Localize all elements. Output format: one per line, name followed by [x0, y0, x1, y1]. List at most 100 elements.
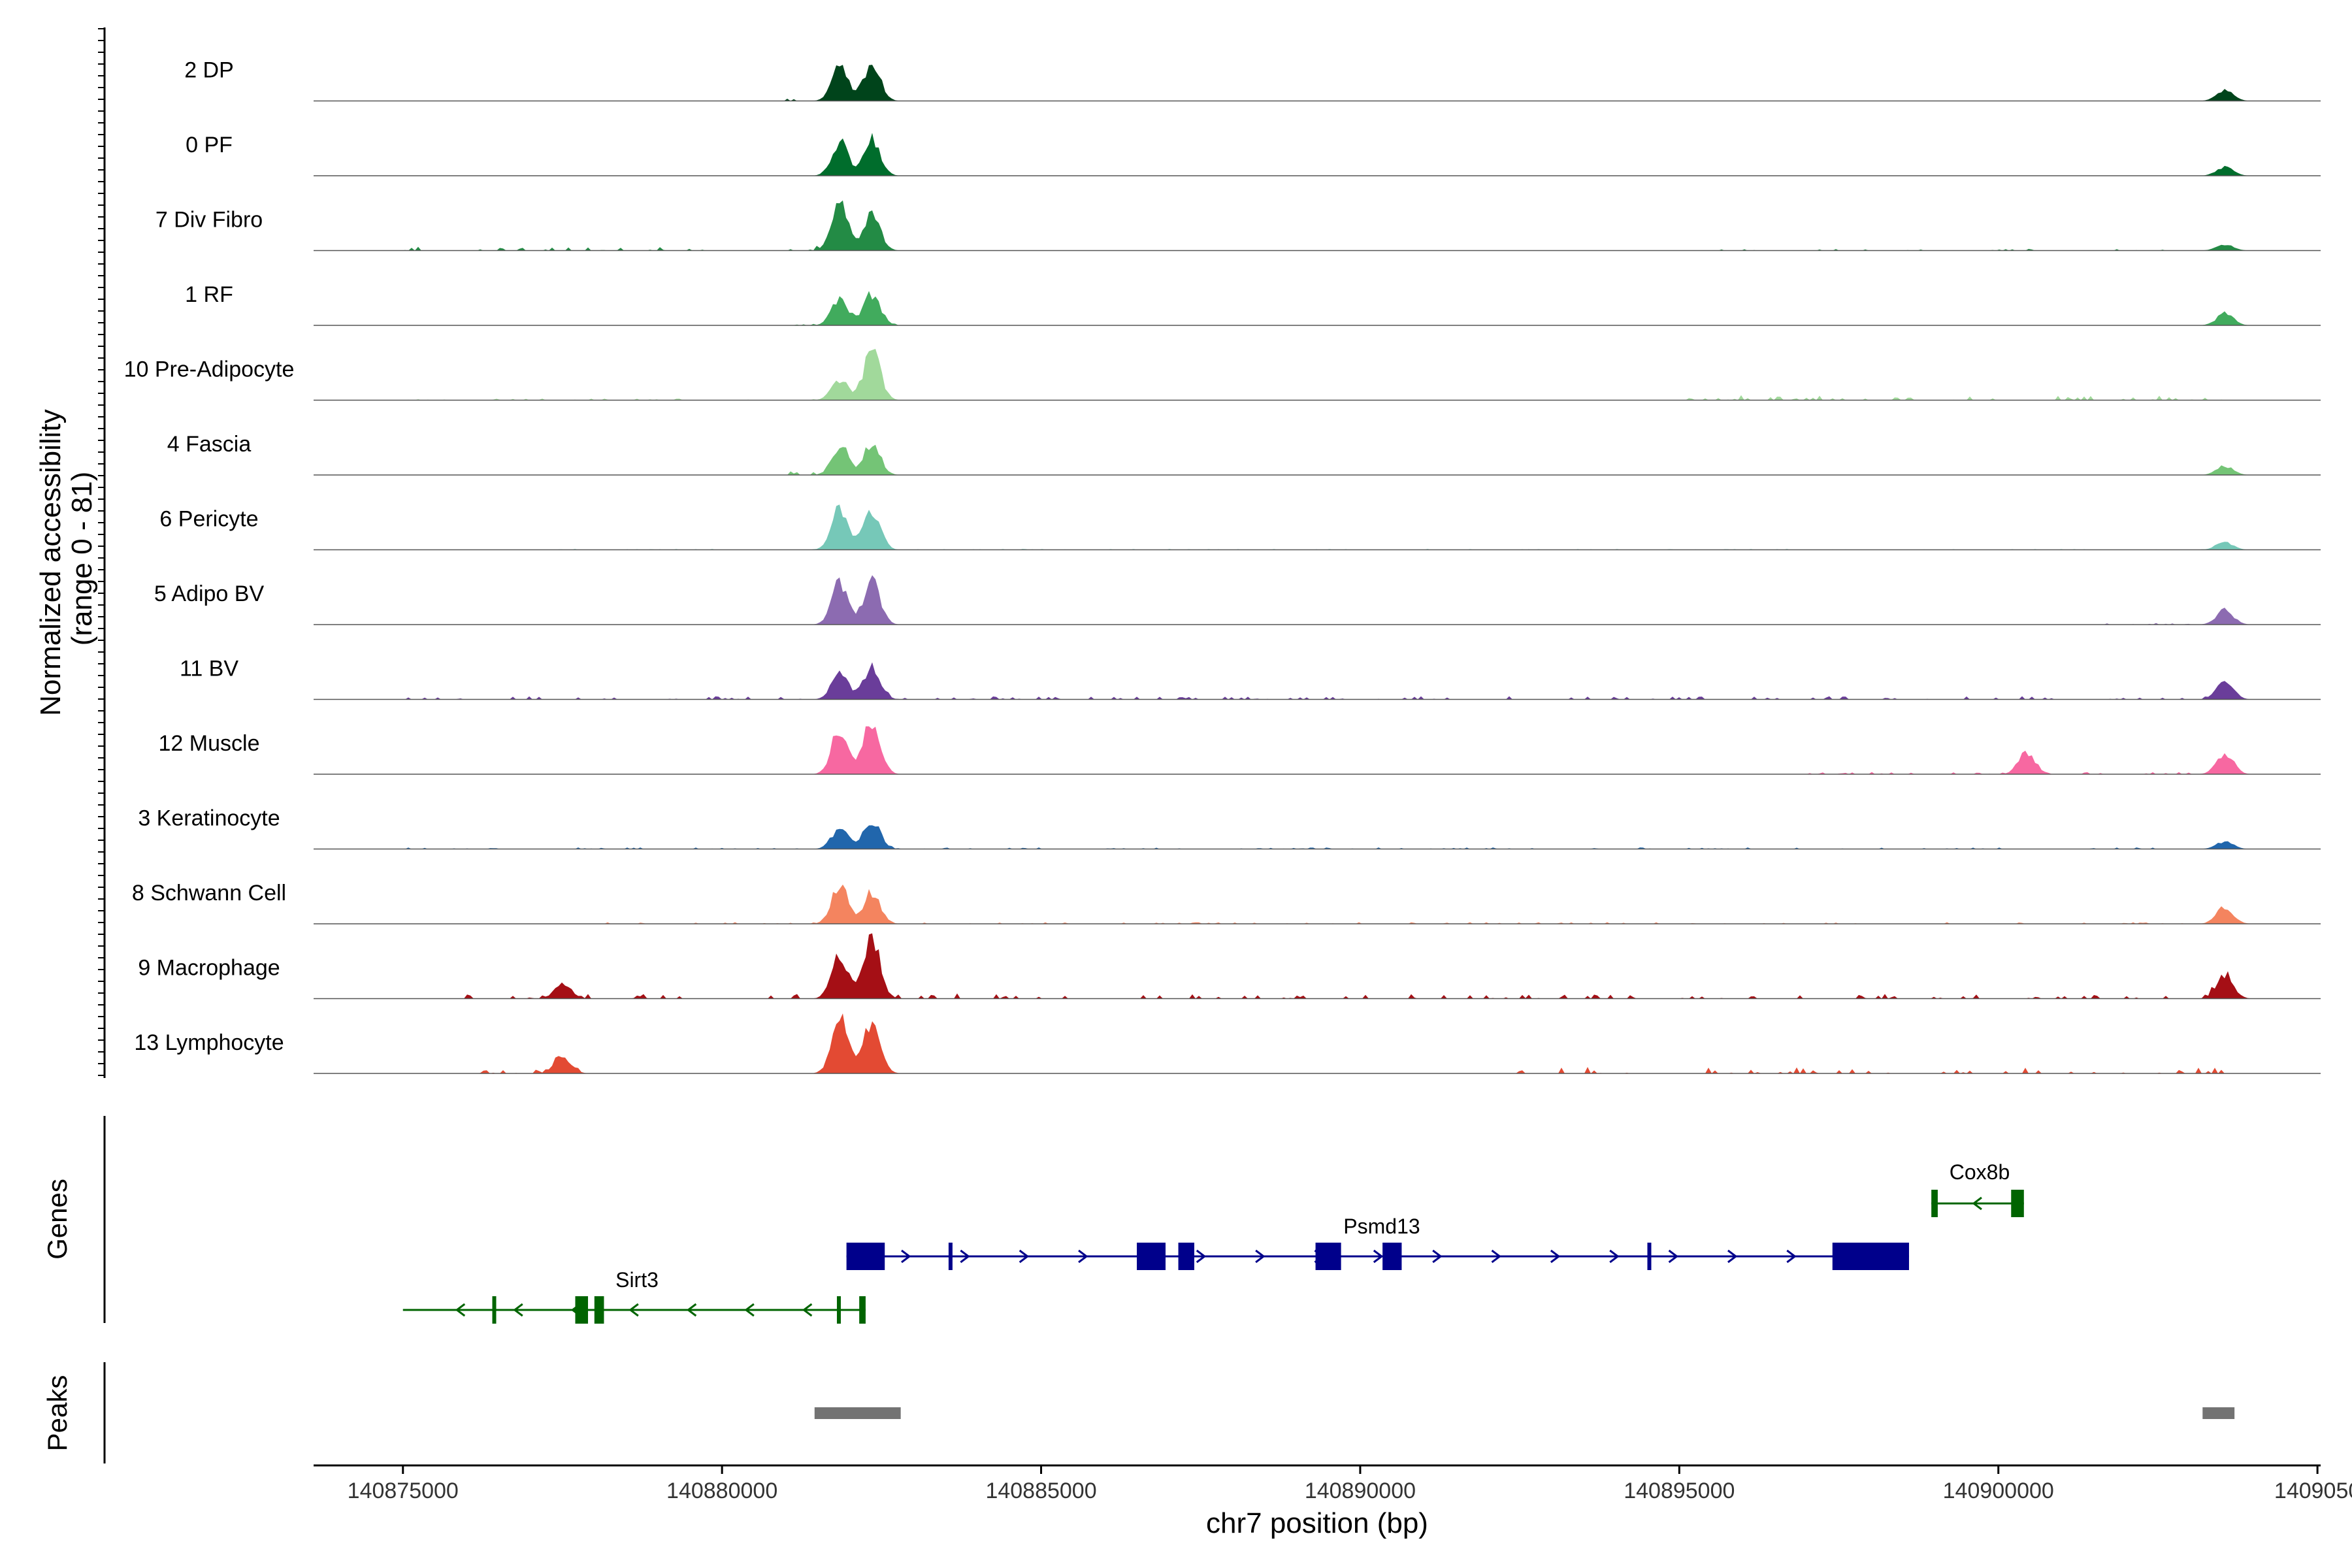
x-tick-label: 140875000	[348, 1478, 459, 1503]
strand-arrow	[629, 1303, 639, 1317]
strand-arrow	[744, 1303, 755, 1317]
track-label: 13 Lymphocyte	[134, 1030, 284, 1055]
strand-arrow	[1078, 1249, 1088, 1264]
strand-arrow	[1972, 1196, 1982, 1211]
strand-arrow	[1727, 1249, 1738, 1264]
gene-exon	[859, 1296, 866, 1324]
track-5-adipo-bv: 5 Adipo BV	[154, 575, 2321, 625]
strand-arrow	[901, 1249, 911, 1264]
track-signal-area	[314, 1013, 2321, 1073]
track-1-rf: 1 RF	[185, 282, 2321, 326]
gene-exon	[1137, 1243, 1166, 1270]
y-axis: Normalized accessibility (range 0 - 81)	[35, 27, 106, 1078]
track-label: 7 Div Fibro	[155, 208, 263, 233]
track-label: 9 Macrophage	[138, 956, 280, 981]
track-10-pre-adipocyte: 10 Pre-Adipocyte	[124, 349, 2321, 401]
gene-exon	[2011, 1190, 2024, 1217]
track-signal-area	[314, 933, 2321, 999]
track-7-div-fibro: 7 Div Fibro	[155, 200, 2321, 252]
strand-arrow	[1432, 1249, 1443, 1264]
strand-arrow	[1196, 1249, 1207, 1264]
track-signal-area	[314, 200, 2321, 251]
gene-exon	[948, 1243, 953, 1270]
track-label: 6 Pericyte	[159, 507, 258, 532]
strand-arrow	[1609, 1249, 1620, 1264]
gene-models: Psmd13 Sirt3 Cox8b	[402, 1160, 2024, 1324]
track-signal-area	[314, 504, 2321, 550]
strand-arrow	[1550, 1249, 1561, 1264]
track-signal-area	[314, 726, 2321, 774]
gene-label: Cox8b	[1950, 1160, 2010, 1184]
x-axis-title: chr7 position (bp)	[1206, 1507, 1428, 1539]
x-tick-label: 1409050	[2274, 1478, 2352, 1503]
track-0-pf: 0 PF	[186, 133, 2321, 176]
track-signal-area	[314, 291, 2321, 325]
track-8-schwann-cell: 8 Schwann Cell	[132, 881, 2321, 924]
peak-region	[2202, 1407, 2235, 1419]
strand-arrow	[1786, 1249, 1797, 1264]
gene-exon	[492, 1296, 497, 1324]
y-axis-title-line-1: Normalized accessibility	[35, 409, 67, 715]
track-signal-area	[314, 349, 2321, 400]
track-label: 8 Schwann Cell	[132, 881, 286, 906]
x-tick-label: 140880000	[666, 1478, 777, 1503]
gene-exon	[846, 1243, 885, 1270]
track-label: 12 Muscle	[159, 731, 260, 756]
track-label: 5 Adipo BV	[154, 581, 265, 606]
gene-exon	[1178, 1243, 1194, 1270]
x-tick-label: 140885000	[985, 1478, 1096, 1503]
gene-exon	[836, 1296, 841, 1324]
gene-psmd13: Psmd13	[846, 1215, 1909, 1270]
gene-exon	[1382, 1243, 1402, 1270]
track-signal-area	[314, 65, 2321, 101]
gene-label: Psmd13	[1343, 1215, 1420, 1238]
track-3-keratinocyte: 3 Keratinocyte	[138, 806, 2321, 850]
strand-arrow	[455, 1303, 466, 1317]
track-12-muscle: 12 Muscle	[159, 726, 2321, 775]
gene-exon	[575, 1296, 589, 1324]
track-signal-area	[314, 575, 2321, 625]
track-4-fascia: 4 Fascia	[167, 432, 2321, 476]
strand-arrow	[1668, 1249, 1679, 1264]
track-label: 10 Pre-Adipocyte	[124, 357, 295, 382]
strand-arrow	[960, 1249, 970, 1264]
track-signal-area	[314, 133, 2321, 176]
track-label: 3 Keratinocyte	[138, 806, 280, 831]
genes-panel: Genes Psmd13 Sirt3 Cox8b	[42, 1116, 2024, 1324]
track-9-macrophage: 9 Macrophage	[138, 933, 2321, 1000]
gene-exon	[1315, 1243, 1341, 1270]
gene-cox8b: Cox8b	[1931, 1160, 2024, 1217]
genes-panel-title: Genes	[42, 1179, 73, 1260]
track-signal-area	[314, 444, 2321, 475]
y-axis-title: Normalized accessibility (range 0 - 81)	[35, 401, 98, 716]
gene-exon	[1647, 1243, 1652, 1270]
track-6-pericyte: 6 Pericyte	[159, 504, 2321, 551]
x-tick-label: 140890000	[1305, 1478, 1416, 1503]
gene-sirt3: Sirt3	[402, 1268, 866, 1324]
track-11-bv: 11 BV	[180, 657, 2321, 700]
track-signal-area	[314, 884, 2321, 924]
track-label: 4 Fascia	[167, 432, 252, 457]
peak-regions	[814, 1407, 2235, 1419]
track-13-lymphocyte: 13 Lymphocyte	[134, 1013, 2321, 1074]
x-axis-ticks: 140875000 140880000 140885000 140890000 1408…	[348, 1465, 2352, 1503]
strand-arrow	[1373, 1249, 1384, 1264]
peak-region	[814, 1407, 901, 1419]
x-axis: 140875000 140880000 140885000 140890000 1408…	[314, 1464, 2352, 1539]
y-axis-title-line-2: (range 0 - 81)	[66, 472, 98, 646]
track-label: 0 PF	[186, 133, 233, 157]
gene-exon	[1931, 1190, 1938, 1217]
track-2-dp: 2 DP	[184, 58, 2321, 102]
strand-arrow	[1491, 1249, 1501, 1264]
strand-arrow	[686, 1303, 697, 1317]
strand-arrow	[513, 1303, 523, 1317]
coverage-tracks: 2 DP 0 PF 7 Div Fibro 1 RF 10 Pre-Adipocyte 4…	[124, 58, 2321, 1074]
gene-exon	[594, 1296, 604, 1324]
track-label: 1 RF	[185, 282, 233, 307]
peaks-panel: Peaks	[42, 1362, 2235, 1463]
strand-arrow	[802, 1303, 813, 1317]
x-tick-label: 140900000	[1943, 1478, 2054, 1503]
gene-exon	[1832, 1243, 1909, 1270]
x-tick-label: 140895000	[1624, 1478, 1735, 1503]
